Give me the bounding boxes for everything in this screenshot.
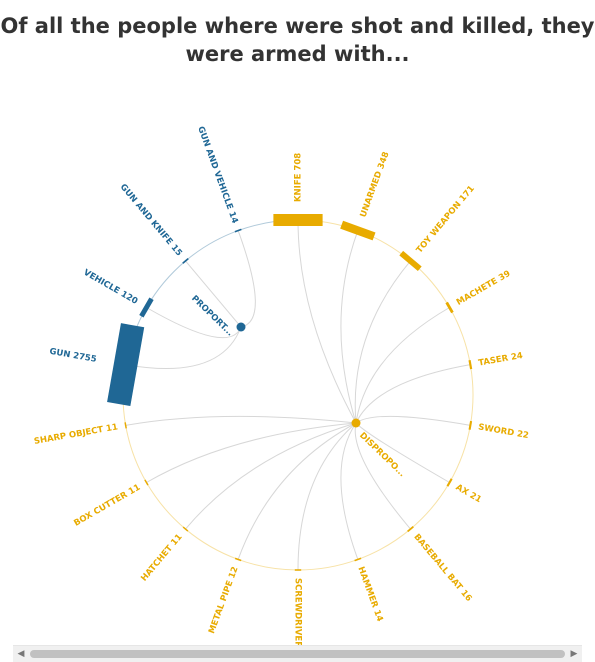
bar-vehicle[interactable] [139, 297, 154, 318]
bar-hatchet[interactable] [182, 526, 189, 532]
link-gun [125, 326, 242, 370]
hub-proport[interactable] [236, 322, 246, 332]
bar-screwdriver[interactable] [294, 569, 302, 571]
rim-segment-box-cutter [125, 425, 147, 483]
label-box-cutter: BOX CUTTER 11 [72, 483, 142, 529]
chart-title-line-2: were armed with... [185, 42, 410, 66]
label-unarmed: UNARMED 348 [359, 150, 392, 218]
link-sharp-object [125, 415, 357, 426]
link-screwdriver [297, 422, 357, 571]
chart-title-line-1: Of all the people where were shot and ki… [0, 14, 595, 38]
label-machete: MACHETE 39 [455, 269, 513, 308]
rim-segment-machete [449, 307, 471, 365]
bar-layer [107, 214, 473, 571]
bar-machete[interactable] [445, 301, 454, 314]
hub-label-dispropo: DISPROPO... [357, 431, 407, 479]
link-sword [355, 415, 471, 426]
label-metal-pipe: METAL PIPE 12 [207, 565, 241, 635]
label-gun-and-vehicle: GUN AND VEHICLE 14 [195, 125, 240, 225]
bar-taser[interactable] [468, 359, 473, 370]
scroll-left-arrow-icon[interactable]: ◀ [17, 649, 25, 659]
link-unarmed [340, 230, 359, 424]
label-knife: KNIFE 708 [294, 153, 304, 202]
bar-sharp-object[interactable] [124, 422, 127, 429]
rim-segment-sword [449, 425, 471, 483]
label-hammer: HAMMER 14 [355, 565, 384, 623]
link-machete [355, 307, 450, 424]
label-layer: KNIFE 708 UNARMED 348 TOY WEAPON 171 MACHET… [33, 125, 529, 662]
bar-gun[interactable] [107, 323, 145, 407]
bar-baseball-bat[interactable] [407, 525, 414, 533]
bar-metal-pipe[interactable] [234, 557, 242, 562]
link-taser [355, 364, 471, 424]
label-gun: GUN 2755 [49, 347, 98, 365]
rim-segment-baseball-bat [357, 528, 411, 560]
link-hammer [340, 422, 359, 560]
link-vehicle [146, 307, 242, 339]
label-baseball-bat: BASEBALL BAT 16 [411, 532, 473, 603]
bar-knife[interactable] [273, 214, 323, 226]
label-sharp-object: SHARP OBJECT 11 [33, 422, 119, 447]
bar-gun-and-knife[interactable] [182, 257, 189, 264]
label-taser: TASER 24 [478, 351, 524, 369]
link-box-cutter [146, 422, 357, 483]
link-layer [125, 219, 471, 571]
scroll-right-arrow-icon[interactable]: ▶ [570, 649, 578, 659]
rim-segment-taser [469, 364, 474, 426]
scrollbar-thumb[interactable] [30, 650, 565, 658]
chart-title: Of all the people where were shot and ki… [0, 12, 595, 68]
label-sword: SWORD 22 [477, 422, 529, 441]
label-gun-and-knife: GUN AND KNIFE 15 [118, 182, 184, 258]
label-toy-weapon: TOY WEAPON 171 [415, 184, 477, 256]
bar-gun-and-vehicle[interactable] [234, 228, 242, 233]
bar-ax[interactable] [446, 478, 453, 487]
link-knife [297, 219, 357, 424]
hub-dispropo[interactable] [351, 418, 361, 428]
rim-segment-hatchet [146, 482, 186, 530]
bar-box-cutter[interactable] [144, 479, 149, 486]
link-metal-pipe [237, 422, 357, 560]
rim-layer [122, 219, 474, 571]
label-hatchet: HATCHET 11 [139, 532, 184, 583]
label-vehicle: VEHICLE 120 [82, 268, 140, 307]
hub-layer: PROPORT...DISPROPO... [189, 294, 407, 479]
rim-segment-metal-pipe [185, 528, 239, 560]
link-baseball-bat [354, 422, 411, 530]
bar-toy-weapon[interactable] [399, 250, 422, 271]
bar-sword[interactable] [468, 420, 473, 430]
horizontal-scrollbar[interactable]: ◀ ▶ [13, 645, 582, 662]
rim-segment-ax [410, 482, 450, 530]
rim-segment-gun-and-knife [185, 230, 239, 262]
link-hatchet [185, 422, 357, 530]
bar-unarmed[interactable] [340, 220, 376, 241]
link-gun-and-vehicle [237, 230, 256, 328]
bar-hammer[interactable] [354, 557, 362, 562]
label-screwdriver: SCREWDRIVER 12 [293, 578, 303, 662]
link-toy-weapon [354, 260, 411, 424]
label-ax: AX 21 [454, 483, 483, 506]
rim-segment-hammer [297, 558, 359, 571]
rim-segment-screwdriver [237, 558, 299, 571]
